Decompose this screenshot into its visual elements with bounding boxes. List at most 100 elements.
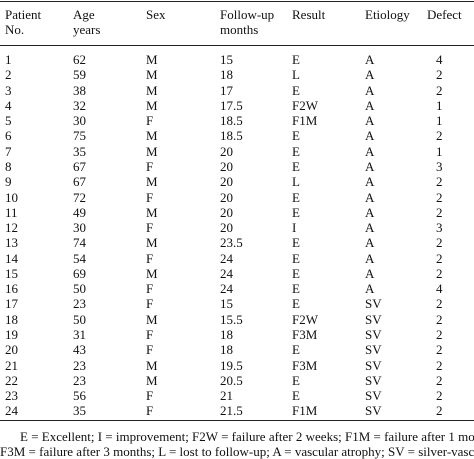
cell-follow-up: 24 bbox=[220, 250, 233, 266]
cell-sex: F bbox=[146, 250, 154, 266]
table-row: 18 50 M 15.5 F2W SV 2 bbox=[0, 312, 474, 327]
cell-follow-up: 18 bbox=[220, 67, 233, 83]
cell-follow-up: 19.5 bbox=[220, 357, 243, 373]
cell-result: E bbox=[292, 250, 300, 266]
cell-age: 23 bbox=[73, 296, 86, 312]
table-row: 16 50 F 24 E A 4 bbox=[0, 281, 474, 296]
cell-defect: 2 bbox=[436, 403, 443, 419]
table-row: 11 49 M 20 E A 2 bbox=[0, 205, 474, 220]
cell-patient-no: 18 bbox=[5, 311, 18, 327]
cell-etiology: SV bbox=[365, 327, 382, 343]
cell-patient-no: 10 bbox=[5, 189, 18, 205]
header-age: Age years bbox=[73, 7, 101, 37]
cell-patient-no: 17 bbox=[5, 296, 18, 312]
cell-defect: 3 bbox=[436, 220, 443, 236]
cell-follow-up: 18 bbox=[220, 342, 233, 358]
cell-defect: 2 bbox=[436, 342, 443, 358]
cell-patient-no: 12 bbox=[5, 220, 18, 236]
cell-defect: 2 bbox=[436, 204, 443, 220]
cell-patient-no: 21 bbox=[5, 357, 18, 373]
cell-etiology: A bbox=[365, 281, 375, 297]
cell-defect: 1 bbox=[436, 97, 443, 113]
table-row: 24 35 F 21.5 F1M SV 2 bbox=[0, 403, 474, 418]
cell-result: E bbox=[292, 204, 300, 220]
cell-result: E bbox=[292, 128, 300, 144]
table-row: 5 30 F 18.5 F1M A 1 bbox=[0, 113, 474, 128]
cell-defect: 1 bbox=[436, 113, 443, 129]
cell-defect: 2 bbox=[436, 327, 443, 343]
cell-patient-no: 15 bbox=[5, 265, 18, 281]
cell-etiology: A bbox=[365, 82, 375, 98]
cell-age: 67 bbox=[73, 158, 86, 174]
header-patient-no: Patient No. bbox=[5, 7, 42, 37]
cell-sex: F bbox=[146, 403, 154, 419]
cell-patient-no: 13 bbox=[5, 235, 18, 251]
cell-result: E bbox=[292, 372, 300, 388]
cell-result: E bbox=[292, 296, 300, 312]
cell-result: I bbox=[292, 220, 297, 236]
cell-follow-up: 20 bbox=[220, 204, 233, 220]
cell-defect: 1 bbox=[436, 143, 443, 159]
cell-age: 72 bbox=[73, 189, 86, 205]
cell-patient-no: 8 bbox=[5, 158, 12, 174]
cell-age: 23 bbox=[73, 372, 86, 388]
cell-age: 32 bbox=[73, 97, 86, 113]
cell-patient-no: 14 bbox=[5, 250, 18, 266]
cell-etiology: A bbox=[365, 158, 375, 174]
table-row: 1 62 M 15 E A 4 bbox=[0, 52, 474, 67]
cell-patient-no: 24 bbox=[5, 403, 18, 419]
cell-etiology: A bbox=[365, 220, 375, 236]
cell-sex: F bbox=[146, 189, 154, 205]
cell-result: E bbox=[292, 143, 300, 159]
cell-age: 50 bbox=[73, 281, 86, 297]
cell-etiology: A bbox=[365, 143, 375, 159]
cell-age: 30 bbox=[73, 220, 86, 236]
cell-etiology: A bbox=[365, 174, 375, 190]
cell-etiology: A bbox=[365, 265, 375, 281]
cell-follow-up: 20 bbox=[220, 189, 233, 205]
cell-patient-no: 4 bbox=[5, 97, 12, 113]
cell-etiology: A bbox=[365, 204, 375, 220]
cell-patient-no: 22 bbox=[5, 372, 18, 388]
table-row: 14 54 F 24 E A 2 bbox=[0, 251, 474, 266]
cell-result: L bbox=[292, 174, 300, 190]
table-row: 4 32 M 17.5 F2W A 1 bbox=[0, 98, 474, 113]
cell-result: E bbox=[292, 342, 300, 358]
table-row: 22 23 M 20.5 E SV 2 bbox=[0, 373, 474, 388]
cell-defect: 4 bbox=[436, 281, 443, 297]
table-row: 23 56 F 21 E SV 2 bbox=[0, 388, 474, 403]
cell-follow-up: 15.5 bbox=[220, 311, 243, 327]
table-row: 3 38 M 17 E A 2 bbox=[0, 83, 474, 98]
footnote-line-2: F3M = failure after 3 months; L = lost t… bbox=[0, 444, 474, 459]
cell-defect: 2 bbox=[436, 67, 443, 83]
cell-etiology: A bbox=[365, 67, 375, 83]
cell-defect: 2 bbox=[436, 372, 443, 388]
cell-etiology: A bbox=[365, 97, 375, 113]
cell-follow-up: 23.5 bbox=[220, 235, 243, 251]
cell-defect: 2 bbox=[436, 311, 443, 327]
cell-follow-up: 24 bbox=[220, 281, 233, 297]
table-row: 6 75 M 18.5 E A 2 bbox=[0, 128, 474, 143]
cell-sex: M bbox=[146, 82, 158, 98]
cell-sex: M bbox=[146, 67, 158, 83]
table-row: 2 59 M 18 L A 2 bbox=[0, 67, 474, 82]
cell-sex: F bbox=[146, 158, 154, 174]
cell-defect: 2 bbox=[436, 388, 443, 404]
cell-follow-up: 18.5 bbox=[220, 128, 243, 144]
cell-follow-up: 20 bbox=[220, 220, 233, 236]
cell-sex: M bbox=[146, 174, 158, 190]
cell-result: E bbox=[292, 52, 300, 67]
cell-defect: 2 bbox=[436, 82, 443, 98]
cell-result: E bbox=[292, 158, 300, 174]
cell-result: F1M bbox=[292, 403, 318, 419]
cell-etiology: A bbox=[365, 250, 375, 266]
cell-etiology: A bbox=[365, 189, 375, 205]
table-header-rule bbox=[0, 45, 474, 46]
table-row: 12 30 F 20 I A 3 bbox=[0, 220, 474, 235]
table-row: 21 23 M 19.5 F3M SV 2 bbox=[0, 358, 474, 373]
cell-result: E bbox=[292, 281, 300, 297]
cell-age: 23 bbox=[73, 357, 86, 373]
cell-follow-up: 15 bbox=[220, 52, 233, 67]
cell-etiology: A bbox=[365, 113, 375, 129]
header-follow-up: Follow-up months bbox=[220, 7, 275, 37]
